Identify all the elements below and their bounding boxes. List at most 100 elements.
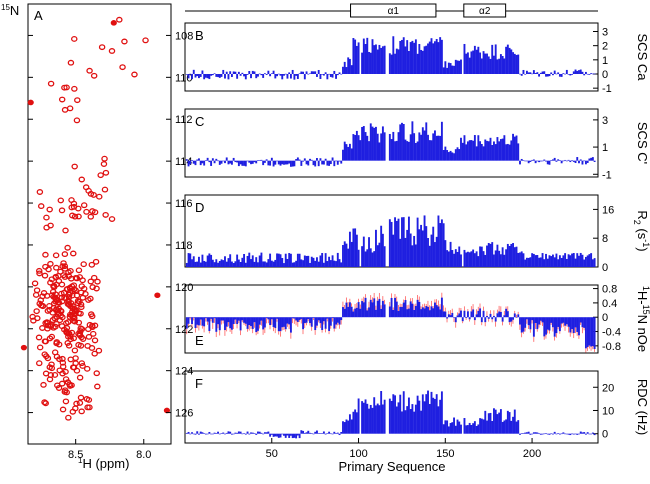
bar-res-119 bbox=[390, 139, 393, 161]
bar-res-167 bbox=[473, 253, 476, 267]
bar-res-115 bbox=[383, 304, 386, 318]
bar-res-187 bbox=[508, 317, 511, 323]
bar-res-234 bbox=[590, 157, 593, 161]
bar-res-81 bbox=[324, 433, 327, 435]
bar-res-17 bbox=[213, 317, 216, 319]
bar-res-13 bbox=[206, 317, 209, 322]
bar-res-42 bbox=[257, 74, 259, 77]
bar-res-190 bbox=[513, 136, 516, 161]
bar-res-12 bbox=[204, 317, 207, 319]
peak bbox=[80, 285, 88, 292]
bar-res-170 bbox=[479, 52, 482, 74]
bar-res-217 bbox=[560, 160, 563, 164]
peak bbox=[60, 272, 67, 279]
peak bbox=[36, 344, 44, 351]
bar-res-30 bbox=[236, 74, 239, 79]
bar-res-71 bbox=[307, 160, 310, 166]
peak bbox=[92, 258, 100, 265]
bar-res-11 bbox=[203, 433, 206, 434]
bar-res-112 bbox=[378, 142, 381, 161]
bar-res-47 bbox=[265, 317, 268, 319]
bar-res-58 bbox=[284, 317, 287, 330]
bar-res-151 bbox=[446, 67, 449, 74]
bar-res-92 bbox=[343, 241, 346, 267]
helix-label: α1 bbox=[388, 6, 400, 17]
bar-res-52 bbox=[274, 433, 277, 437]
bar-res-30 bbox=[236, 317, 239, 325]
bar-res-2 bbox=[187, 253, 190, 267]
bar-res-206 bbox=[541, 317, 544, 323]
bar-res-145 bbox=[435, 236, 438, 267]
peak bbox=[48, 333, 56, 340]
bar-res-186 bbox=[506, 143, 509, 161]
bar-res-35 bbox=[244, 262, 247, 267]
bar-res-189 bbox=[512, 133, 514, 161]
bar-res-68 bbox=[302, 317, 305, 330]
bar-res-85 bbox=[331, 157, 334, 161]
bar-res-123 bbox=[397, 218, 400, 267]
peak bbox=[47, 260, 54, 267]
peak bbox=[64, 340, 71, 346]
bar-res-110 bbox=[375, 309, 377, 318]
bar-res-236 bbox=[593, 73, 596, 75]
bar-res-172 bbox=[482, 310, 485, 318]
bar-res-207 bbox=[543, 317, 546, 337]
bar-res-106 bbox=[368, 51, 370, 74]
bar-res-210 bbox=[548, 433, 551, 435]
bar-res-15 bbox=[210, 160, 213, 166]
bar-res-211 bbox=[550, 317, 553, 323]
bar-res-109 bbox=[373, 45, 376, 74]
bar-res-202 bbox=[534, 317, 537, 324]
bar-res-27 bbox=[230, 160, 233, 165]
bar-res-216 bbox=[558, 160, 561, 161]
bar-res-149 bbox=[442, 424, 445, 434]
bar-res-199 bbox=[529, 317, 532, 330]
bar-res-48 bbox=[267, 259, 270, 267]
bar-res-145 bbox=[435, 135, 438, 161]
bar-res-70 bbox=[305, 71, 308, 74]
bar-res-18 bbox=[215, 317, 218, 332]
bar-res-167 bbox=[473, 135, 476, 161]
peak bbox=[79, 294, 87, 301]
peak bbox=[42, 400, 49, 407]
bar-res-98 bbox=[354, 135, 357, 161]
bar-res-230 bbox=[583, 259, 586, 267]
bar-res-17 bbox=[213, 160, 216, 164]
bar-res-197 bbox=[525, 70, 528, 74]
bar-res-19 bbox=[217, 74, 219, 78]
bar-res-159 bbox=[460, 310, 462, 318]
bar-res-168 bbox=[475, 146, 478, 161]
bar-res-213 bbox=[553, 70, 556, 74]
bar-res-121 bbox=[394, 53, 396, 74]
bar-res-179 bbox=[494, 317, 497, 322]
bar-res-140 bbox=[427, 43, 429, 74]
ytick-label: -1 bbox=[602, 83, 612, 95]
bar-res-126 bbox=[402, 302, 405, 318]
bar-res-126 bbox=[402, 391, 405, 434]
bar-res-178 bbox=[493, 55, 495, 74]
bar-res-95 bbox=[348, 414, 351, 434]
bar-res-91 bbox=[342, 307, 344, 318]
peak bbox=[94, 383, 101, 390]
bar-res-141 bbox=[428, 310, 431, 318]
bar-res-199 bbox=[529, 160, 532, 162]
bar-res-84 bbox=[329, 433, 332, 435]
bar-res-183 bbox=[501, 55, 504, 74]
bar-res-224 bbox=[572, 433, 575, 435]
bar-res-45 bbox=[262, 160, 265, 166]
bar-res-34 bbox=[243, 160, 246, 166]
peak bbox=[70, 200, 78, 207]
bar-res-103 bbox=[362, 38, 365, 74]
bar-res-5 bbox=[192, 256, 195, 267]
bar-res-188 bbox=[510, 420, 513, 434]
ylabel-main: R bbox=[635, 210, 650, 219]
bar-res-16 bbox=[211, 433, 214, 435]
bar-res-171 bbox=[480, 58, 483, 74]
bar-res-29 bbox=[234, 261, 237, 267]
bar-res-90 bbox=[340, 317, 343, 321]
peak bbox=[79, 362, 86, 369]
peak bbox=[42, 370, 50, 377]
bar-res-175 bbox=[487, 243, 490, 267]
bar-res-81 bbox=[324, 158, 327, 161]
bar-res-150 bbox=[444, 420, 447, 434]
